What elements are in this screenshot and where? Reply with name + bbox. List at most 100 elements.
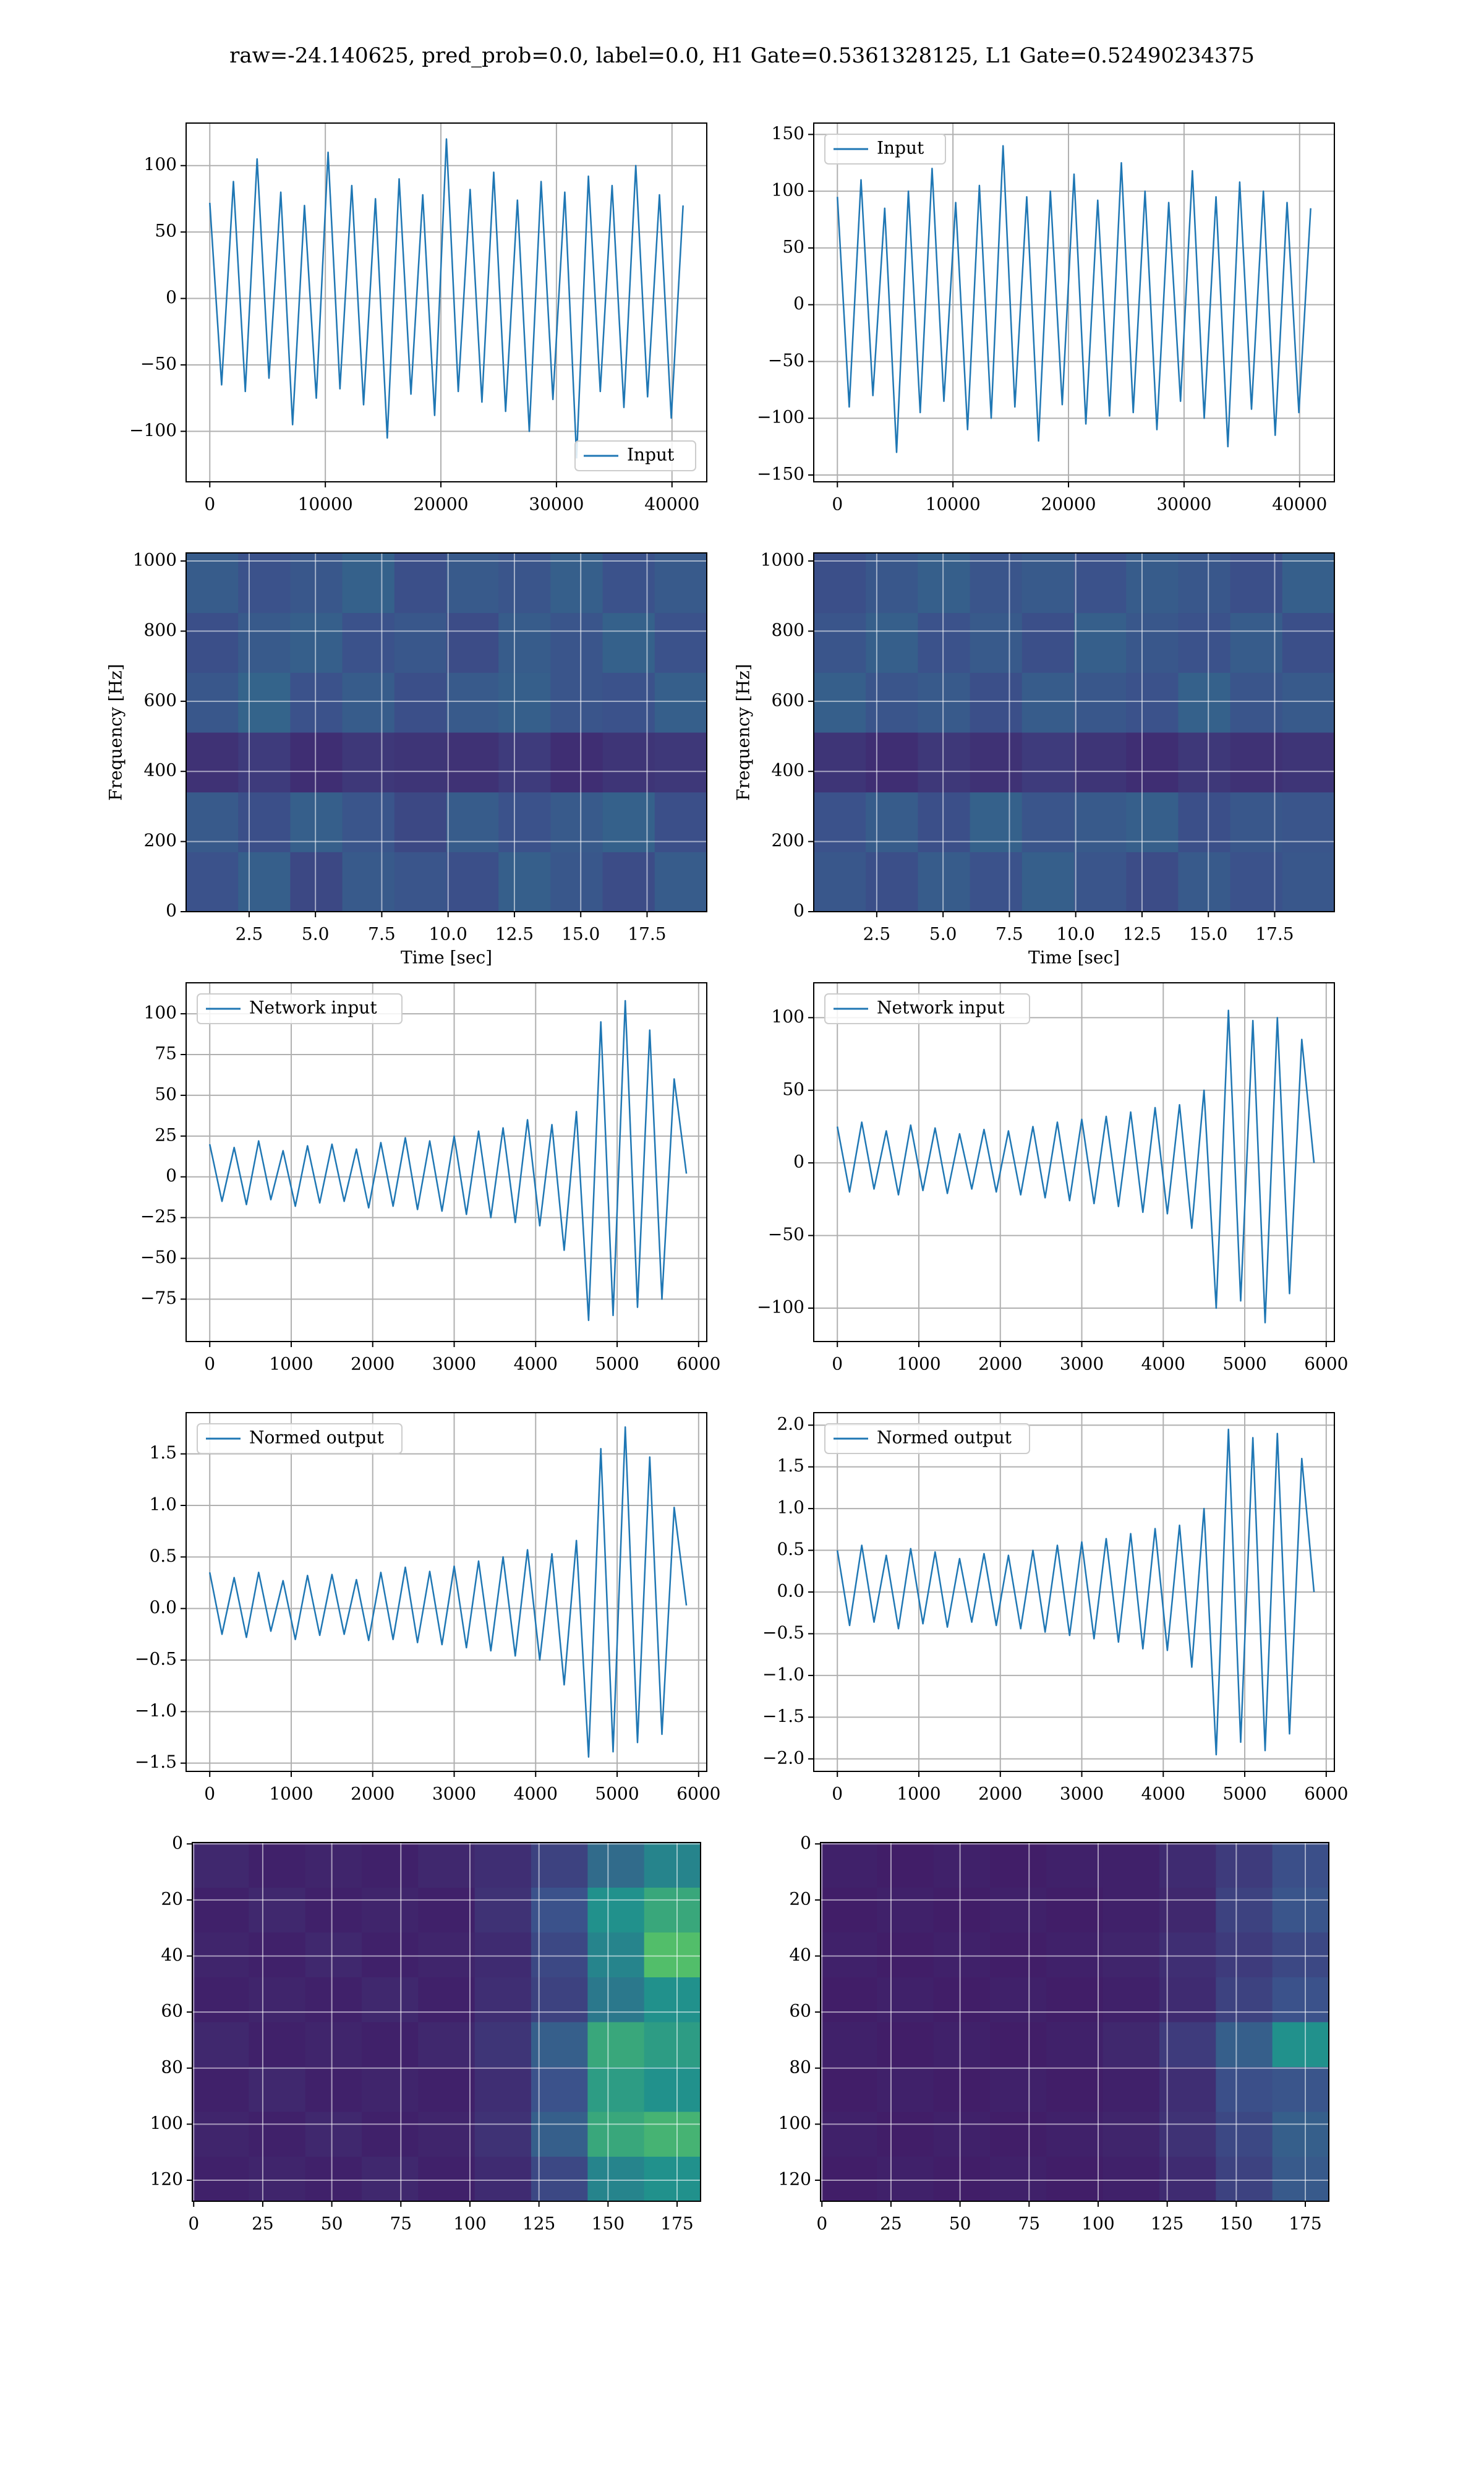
heatmap-cell — [814, 612, 866, 673]
heatmap-cell — [644, 2112, 701, 2157]
y-tick-label: 1.5 — [777, 1455, 804, 1476]
heatmap-cell — [1230, 732, 1283, 793]
heatmap-cell — [1230, 553, 1283, 614]
heatmap-cell — [290, 612, 343, 673]
heatmap-cell — [550, 732, 603, 793]
heatmap-cell — [644, 1932, 701, 1977]
heatmap-cell — [1272, 1932, 1329, 1977]
y-tick-label: 50 — [782, 1079, 804, 1099]
x-tick-label: 150 — [1220, 2214, 1253, 2234]
heatmap-cell — [305, 2022, 362, 2067]
heatmap-cell — [498, 553, 551, 614]
heatmap-cell — [186, 672, 239, 733]
heatmap-cell — [990, 1887, 1047, 1933]
x-tick-label: 1000 — [269, 1784, 313, 1804]
y-tick-label: −150 — [757, 463, 804, 484]
x-tick-label: 75 — [390, 2214, 412, 2234]
y-tick-label: 800 — [144, 620, 177, 640]
x-tick-label: 175 — [660, 2214, 693, 2234]
axes-frame — [820, 1842, 1329, 2202]
heatmap-cell — [1126, 732, 1179, 793]
x-tick-label: 6000 — [676, 1784, 720, 1804]
heatmap-cell — [418, 1887, 475, 1933]
heatmap-cell — [1046, 1843, 1104, 1888]
y-tick-label: −2.0 — [762, 1747, 804, 1768]
heatmap-cell — [1178, 672, 1231, 733]
y-tick-label: 1.0 — [777, 1497, 804, 1518]
signal-line — [209, 138, 684, 459]
heatmap-cell — [644, 1843, 701, 1888]
x-tick-label: 10000 — [926, 494, 981, 515]
legend-label: Network input — [877, 998, 1005, 1018]
heatmap-cell — [918, 732, 971, 793]
heatmap-cell — [587, 1977, 645, 2022]
heatmap-cell — [192, 1843, 249, 1888]
y-tick-label: −50 — [768, 1224, 804, 1244]
heatmap-cell — [602, 553, 655, 614]
y-tick-label: −50 — [768, 350, 804, 370]
axes-frame — [186, 1412, 707, 1772]
x-tick-label: 15.0 — [561, 924, 600, 944]
x-tick-label: 1000 — [897, 1784, 940, 1804]
heatmap-cell — [1230, 672, 1283, 733]
y-tick-label: 0 — [800, 1833, 811, 1853]
y-tick-label: 50 — [155, 221, 177, 241]
heatmap-cell — [821, 2156, 877, 2202]
heatmap-cell — [1216, 1887, 1273, 1933]
heatmap-cell — [1159, 1932, 1216, 1977]
heatmap-cell — [814, 553, 866, 614]
heatmap-cell — [238, 852, 291, 912]
heatmap-cell — [990, 2112, 1047, 2157]
heatmap-cell — [1282, 792, 1335, 852]
heatmap-cell — [1102, 1887, 1160, 1933]
legend-box — [824, 993, 1030, 1024]
heatmap-cell — [1102, 1977, 1160, 2022]
heatmap-cell — [249, 1843, 306, 1888]
heatmap-cell — [1102, 2022, 1160, 2067]
heatmap-cell — [394, 672, 447, 733]
heatmap-cell — [1126, 672, 1179, 733]
y-tick-label: 400 — [772, 760, 804, 781]
heatmap-cell — [866, 672, 918, 733]
legend-box — [197, 1423, 403, 1454]
x-tick-label: 0 — [832, 494, 843, 515]
heatmap-cell — [1178, 852, 1231, 912]
heatmap-cell — [1178, 553, 1231, 614]
heatmap-cell — [654, 672, 707, 733]
x-tick-label: 5000 — [595, 1784, 639, 1804]
y-tick-label: 1.0 — [149, 1494, 177, 1515]
x-tick-label: 7.5 — [368, 924, 396, 944]
x-tick-label: 25 — [880, 2214, 902, 2234]
heatmap-cell — [970, 672, 1023, 733]
heatmap-cell — [814, 672, 866, 733]
x-tick-label: 0 — [204, 494, 215, 515]
heatmap-cell — [1159, 1843, 1216, 1888]
y-tick-label: 1.5 — [149, 1442, 177, 1463]
heatmap-cell — [305, 1843, 362, 1888]
heatmap-cell — [418, 1932, 475, 1977]
heatmap-cell — [418, 1977, 475, 2022]
heatmap-cell — [362, 2066, 419, 2112]
y-tick-label: 800 — [772, 620, 804, 640]
x-tick-label: 5000 — [1222, 1354, 1266, 1374]
y-tick-label: 0 — [172, 1833, 183, 1853]
heatmap-cell — [362, 1977, 419, 2022]
heatmap-cell — [918, 852, 971, 912]
y-tick-label: 60 — [161, 2001, 183, 2021]
x-tick-label: 125 — [522, 2214, 555, 2234]
heatmap-cell — [1272, 1843, 1329, 1888]
heatmap-cell — [418, 2066, 475, 2112]
x-tick-label: 7.5 — [996, 924, 1023, 944]
heatmap-cell — [933, 2156, 991, 2202]
heatmap-cell — [474, 1887, 532, 1933]
x-tick-label: 30000 — [529, 494, 584, 515]
heatmap-cell — [1282, 672, 1335, 733]
heatmap-cell — [654, 553, 707, 614]
heatmap-cell — [1046, 1887, 1104, 1933]
y-tick-label: −50 — [140, 353, 177, 374]
heatmap-cell — [644, 1977, 701, 2022]
heatmap-cell — [970, 732, 1023, 793]
heatmap-cell — [1216, 2066, 1273, 2112]
heatmap-cell — [1272, 2066, 1329, 2112]
heatmap-cell — [249, 2112, 306, 2157]
